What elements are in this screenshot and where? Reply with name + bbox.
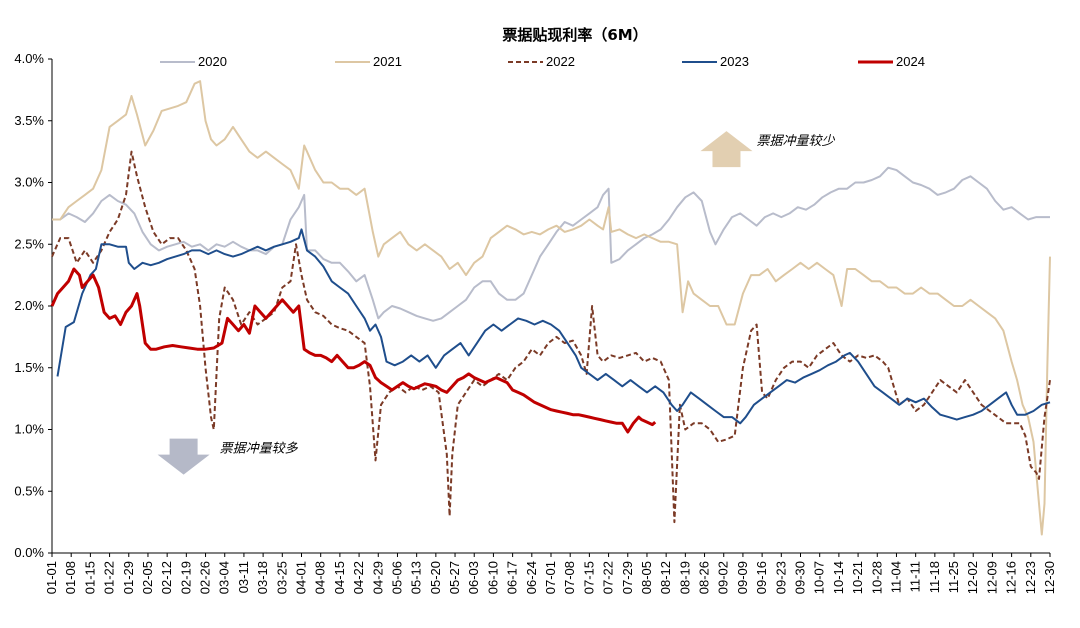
x-tick-label: 07-15 [581,561,596,594]
x-tick-label: 06-24 [524,561,539,594]
x-tick-label: 08-12 [658,561,673,594]
arrow-down-icon [157,438,210,475]
x-tick-label: 06-17 [505,561,520,594]
x-tick-label: 05-27 [447,561,462,594]
x-tick-label: 09-02 [716,561,731,594]
legend: 2020 2021 2022 2023 2024 [160,54,925,69]
x-tick-label: 03-04 [217,561,232,594]
x-tick-label: 10-07 [812,561,827,594]
x-tick-label: 09-16 [754,561,769,594]
series-line-2021 [52,80,1051,536]
y-tick-label: 3.0% [14,175,44,190]
x-tick-label: 04-29 [370,561,385,594]
arrow-up-icon [700,131,753,168]
series-line-2024 [50,267,657,434]
axes: 0.0% 0.5% 1.0% 1.5% 2.0% 2.5% 3.0% 3.5% 4.0% 01-0… [14,51,1057,594]
legend-label-2020: 2020 [198,54,227,69]
y-tick-label: 0.0% [14,545,44,560]
legend-label-2024: 2024 [896,54,925,69]
y-tick-label: 2.0% [14,298,44,313]
x-tick-label: 12-30 [1042,561,1057,594]
x-tick-label: 08-26 [697,561,712,594]
x-tick-label: 05-20 [428,561,443,594]
annotation-label: 票据冲量较少 [756,134,835,149]
x-tick-label: 01-29 [121,561,136,594]
x-tick-label: 01-15 [82,561,97,594]
x-tick-label: 03-18 [255,561,270,594]
x-tick-label: 11-04 [888,561,903,593]
series-line-2020 [52,166,1050,322]
series-line-2023 [56,228,1051,425]
x-tick-label: 12-23 [1023,561,1038,594]
x-tick-label: 09-23 [773,561,788,594]
y-tick-label: 2.5% [14,236,44,251]
y-tick-label: 3.5% [14,113,44,128]
x-tick-label: 12-09 [984,561,999,594]
x-tick-label: 11-18 [927,561,942,593]
x-tick-label: 08-05 [639,561,654,594]
x-tick-label: 02-19 [178,561,193,594]
x-tick-label: 02-26 [198,561,213,594]
x-tick-label: 03-11 [236,561,251,593]
y-tick-label: 1.5% [14,360,44,375]
x-tick-label: 07-01 [543,561,558,594]
x-tick-label: 09-09 [735,561,750,594]
x-tick-label: 05-13 [409,561,424,594]
y-tick-label: 0.5% [14,483,44,498]
series-line-2022 [51,150,1051,524]
legend-label-2022: 2022 [546,54,575,69]
x-tick-label: 07-29 [620,561,635,594]
series-lines [50,80,1051,536]
x-tick-label: 10-21 [850,561,865,594]
x-tick-label: 12-02 [965,561,980,594]
x-tick-label: 02-05 [140,561,155,594]
x-tick-label: 06-03 [466,561,481,594]
x-tick-label: 02-12 [159,561,174,594]
x-tick-label: 01-01 [44,561,59,594]
x-tick-label: 09-30 [793,561,808,594]
x-tick-label: 01-08 [63,561,78,594]
x-tick-label: 04-01 [294,561,309,594]
chart-title: 票据贴现利率（6M） [502,26,647,44]
legend-label-2021: 2021 [373,54,402,69]
annotation-label: 票据冲量较多 [220,442,299,457]
x-tick-label: 07-08 [562,561,577,594]
x-tick-label: 01-22 [102,561,117,594]
legend-label-2023: 2023 [720,54,749,69]
x-tick-label: 06-10 [485,561,500,594]
x-tick-label: 11-11 [908,561,923,592]
y-tick-label: 4.0% [14,51,44,66]
x-tick-label: 04-15 [332,561,347,594]
x-tick-label: 03-25 [274,561,289,594]
x-tick-label: 05-06 [389,561,404,594]
x-tick-label: 11-25 [946,561,961,593]
x-tick-label: 08-19 [677,561,692,594]
y-tick-label: 1.0% [14,422,44,437]
x-tick-label: 04-22 [351,561,366,594]
x-tick-label: 10-14 [831,561,846,594]
x-tick-label: 07-22 [601,561,616,594]
x-tick-label: 12-16 [1004,561,1019,594]
x-tick-label: 04-08 [313,561,328,594]
x-tick-label: 10-28 [869,561,884,594]
